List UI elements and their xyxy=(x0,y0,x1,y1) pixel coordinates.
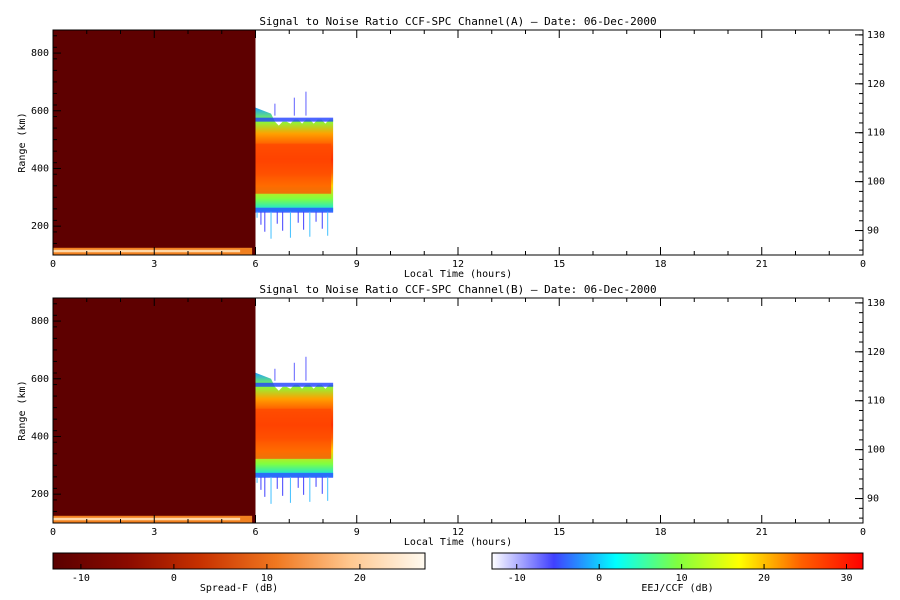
colorbar-tick-label: 30 xyxy=(840,573,852,584)
f-layer-bottom-fringe xyxy=(255,472,334,478)
f-layer-top-fringe xyxy=(255,117,334,122)
colorbar-tick-label: 0 xyxy=(596,573,602,584)
x-tick-label: 15 xyxy=(553,527,565,538)
x-tick-label: 6 xyxy=(252,259,258,270)
spread-f-region xyxy=(53,298,256,523)
y-tick-label: 200 xyxy=(31,489,49,500)
y2-tick-label: 130 xyxy=(867,298,885,309)
colorbar-tick-label: 0 xyxy=(171,573,177,584)
colorbar-gradient xyxy=(491,552,864,570)
chart-panel-a: Signal to Noise Ratio CCF-SPC Channel(A)… xyxy=(17,15,885,280)
y2-tick-label: 100 xyxy=(867,177,885,188)
x-tick-label: 0 xyxy=(50,527,56,538)
y2-tick-label: 100 xyxy=(867,445,885,456)
x-tick-label: 0 xyxy=(860,527,866,538)
colorbar-tick-label: 20 xyxy=(758,573,770,584)
chart-title: Signal to Noise Ratio CCF-SPC Channel(A)… xyxy=(259,15,656,28)
e-layer-echo-core xyxy=(53,517,241,521)
colorbar-spread-f: -10 0 10 20 Spread-F (dB) xyxy=(52,552,426,594)
x-tick-label: 9 xyxy=(354,259,360,270)
x-tick-label: 21 xyxy=(756,259,768,270)
colorbar-tick-label: 20 xyxy=(354,573,366,584)
colorbar-label: Spread-F (dB) xyxy=(200,583,278,594)
e-layer-echo-core xyxy=(53,249,241,253)
colorbar-tick-label: -10 xyxy=(72,573,90,584)
x-tick-label: 12 xyxy=(452,259,464,270)
x-tick-label: 18 xyxy=(654,259,666,270)
chart-title: Signal to Noise Ratio CCF-SPC Channel(B)… xyxy=(259,283,656,296)
y-axis-label: Range (km) xyxy=(17,380,28,440)
x-tick-label: 9 xyxy=(354,527,360,538)
y2-tick-label: 110 xyxy=(867,128,885,139)
y2-tick-label: 90 xyxy=(867,226,879,237)
y-axis-label: Range (km) xyxy=(17,112,28,172)
x-tick-label: 0 xyxy=(50,259,56,270)
x-tick-label: 18 xyxy=(654,527,666,538)
y2-tick-label: 110 xyxy=(867,396,885,407)
x-tick-label: 0 xyxy=(860,259,866,270)
y-tick-label: 400 xyxy=(31,163,49,174)
x-tick-label: 3 xyxy=(151,259,157,270)
colorbar-tick-label: 10 xyxy=(676,573,688,584)
chart-panel-b: Signal to Noise Ratio CCF-SPC Channel(B)… xyxy=(17,283,885,548)
f-layer-bottom-fringe xyxy=(255,207,334,213)
y2-tick-label: 120 xyxy=(867,347,885,358)
colorbar-tick-label: 10 xyxy=(261,573,273,584)
x-tick-label: 21 xyxy=(756,527,768,538)
spread-f-region xyxy=(53,30,256,255)
y-tick-label: 600 xyxy=(31,374,49,385)
y-tick-label: 800 xyxy=(31,48,49,59)
f-layer-core xyxy=(255,408,332,459)
colorbar-gradient xyxy=(52,552,426,570)
y-tick-label: 600 xyxy=(31,106,49,117)
x-axis-label: Local Time (hours) xyxy=(404,269,512,280)
y2-tick-label: 120 xyxy=(867,79,885,90)
x-axis-label: Local Time (hours) xyxy=(404,537,512,548)
colorbar-eej-ccf: -10 0 10 20 30 EEJ/CCF (dB) xyxy=(491,552,864,594)
x-tick-label: 6 xyxy=(252,527,258,538)
colorbar-tick-label: -10 xyxy=(508,573,526,584)
y-tick-label: 800 xyxy=(31,316,49,327)
f-layer-top-fringe xyxy=(255,382,334,387)
colorbar-label: EEJ/CCF (dB) xyxy=(641,583,713,594)
y-tick-label: 200 xyxy=(31,221,49,232)
x-tick-label: 15 xyxy=(553,259,565,270)
x-tick-label: 3 xyxy=(151,527,157,538)
y-tick-label: 400 xyxy=(31,431,49,442)
f-layer-core xyxy=(255,143,332,194)
x-tick-label: 12 xyxy=(452,527,464,538)
y2-tick-label: 130 xyxy=(867,30,885,41)
y2-tick-label: 90 xyxy=(867,494,879,505)
